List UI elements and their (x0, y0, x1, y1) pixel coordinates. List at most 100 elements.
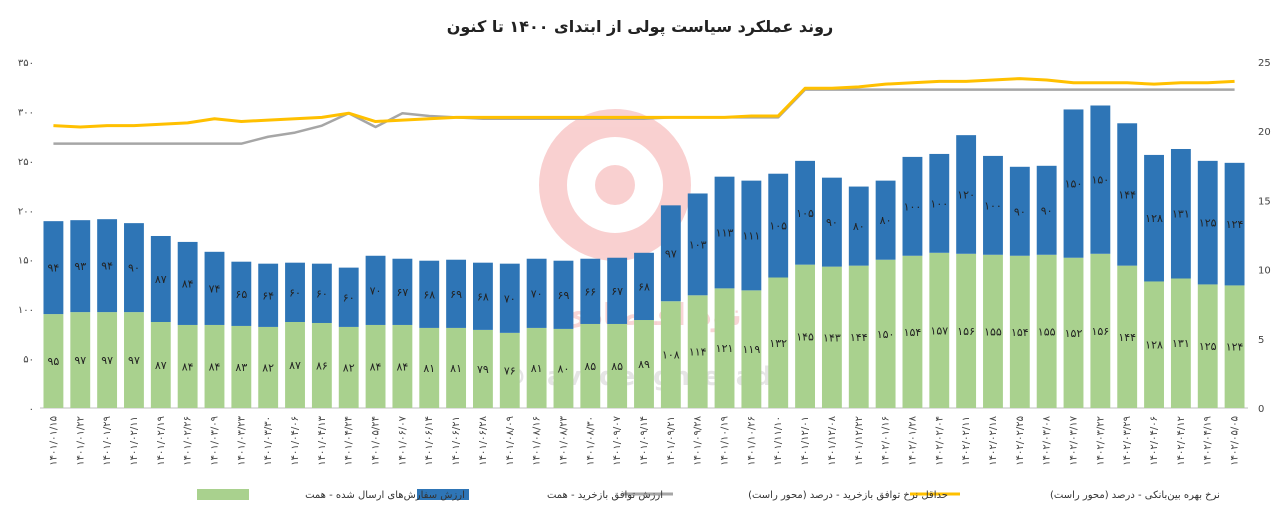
bar-repo-agreement (553, 260, 574, 329)
bar-orders-sent (124, 312, 144, 408)
y-right-tick-label: 25 (1258, 58, 1271, 69)
bar-repo-agreement (1170, 148, 1191, 279)
bar-orders-sent (714, 288, 735, 408)
bar-label-repo-agreement: ۹۷ (665, 247, 677, 260)
bar-repo-agreement (1063, 109, 1084, 258)
lines (53, 77, 1235, 145)
bar-label-repo-agreement: ۸۴ (182, 277, 194, 290)
bar-label-repo-agreement: ۱۲۴ (1226, 218, 1244, 231)
bar-orders-sent (446, 327, 467, 408)
bar-label-repo-agreement: ۷۰ (531, 287, 543, 300)
bar-label-orders-sent: ۸۴ (209, 360, 221, 373)
bar-label-repo-agreement: ۶۵ (235, 288, 247, 301)
bars (43, 105, 1245, 408)
bar-label-repo-agreement: ۸۰ (853, 220, 865, 233)
x-tick-label: ۱۴۰۱/۱۲/۰۸ (827, 415, 838, 465)
bar-repo-agreement (687, 193, 708, 296)
bar-label-orders-sent: ۱۳۲ (769, 337, 787, 350)
x-tick-label: ۱۴۰۲/۰۳/۱۷ (1069, 415, 1080, 465)
bar-label-orders-sent: ۱۴۴ (1118, 331, 1136, 344)
bar-label-repo-agreement: ۱۵۰ (1065, 178, 1083, 191)
y-right-tick-label: 10 (1258, 266, 1271, 277)
bar-orders-sent (258, 326, 279, 408)
bar-repo-agreement (660, 205, 681, 302)
x-tick-label: ۱۴۰۱/۰۸/۳۰ (585, 416, 596, 466)
x-tick-label: ۱۴۰۲/۰۴/۱۹ (1203, 416, 1214, 466)
bar-repo-agreement (795, 160, 815, 265)
bar-label-repo-agreement: ۱۰۵ (769, 220, 787, 233)
line-interbank-rate (53, 77, 1235, 129)
bar-label-orders-sent: ۸۱ (450, 362, 462, 375)
bar-label-repo-agreement: ۱۱۱ (743, 229, 761, 242)
bar-label-repo-agreement: ۶۰ (289, 286, 301, 299)
x-tick-label: ۱۴۰۱/۱۰/۱۹ (720, 416, 731, 466)
bar-orders-sent (983, 254, 1003, 408)
bar-label-orders-sent: ۸۲ (262, 361, 274, 374)
bar-label-repo-agreement: ۶۸ (477, 290, 489, 303)
bar-repo-agreement (1224, 162, 1245, 286)
bar-orders-sent (499, 332, 520, 408)
bar-label-repo-agreement: ۹۰ (1041, 204, 1053, 217)
bar-repo-agreement (204, 251, 225, 325)
bar-repo-agreement (741, 180, 762, 291)
bar-repo-agreement (338, 267, 359, 327)
x-tick-label: ۱۴۰۲/۰۴/۱۲ (1176, 416, 1187, 466)
x-tick-label: ۱۴۰۱/۰۸/۱۶ (532, 416, 543, 466)
x-tick-label: ۱۴۰۲/۰۱/۲۸ (907, 415, 918, 465)
bar-orders-sent (875, 259, 896, 408)
x-tick-label: ۱۴۰۲/۰۳/۲۲ (1095, 416, 1106, 466)
bar-label-repo-agreement: ۹۳ (74, 260, 86, 273)
y-left-tick-label: ۳۵۰ (18, 58, 34, 69)
x-tick-label: ۱۴۰۱/۱۰/۲۶ (746, 416, 757, 466)
x-tick-label: ۱۴۰۱/۰۹/۲۸ (693, 415, 704, 465)
bar-label-repo-agreement: ۱۰۰ (904, 200, 922, 213)
x-tick-label: ۱۴۰۲/۰۲/۲۵ (1015, 416, 1026, 466)
bar-label-orders-sent: ۷۶ (504, 364, 516, 377)
bar-label-orders-sent: ۸۴ (370, 360, 382, 373)
y-left-tick-label: ۵۰ (23, 355, 34, 366)
bar-orders-sent (634, 320, 654, 408)
legend-swatch (197, 489, 249, 500)
bar-label-orders-sent: ۱۱۴ (689, 346, 707, 359)
y-left-tick-label: ۰ (29, 404, 34, 415)
bar-orders-sent (285, 321, 305, 408)
x-tick-label: ۱۴۰۱/۰۳/۲۳ (236, 415, 247, 465)
y-left-tick-label: ۱۵۰ (18, 256, 34, 267)
y-left-tick-label: ۲۰۰ (18, 206, 34, 217)
x-axis-labels: ۱۴۰۱/۰۱/۱۵ ۱۴۰۱/۰۱/۲۲ ۱۴۰۱/۰۱/۲۹ ۱۴۰۱/۰۲/۱۱… (48, 415, 1240, 465)
bar-label-orders-sent: ۹۵ (48, 355, 60, 368)
bar-orders-sent (607, 323, 628, 408)
y-right-tick-label: 20 (1258, 127, 1271, 138)
bar-orders-sent (231, 325, 252, 408)
y-right-tick-label: 0 (1258, 404, 1264, 415)
bar-label-orders-sent: ۱۴۳ (823, 331, 841, 344)
x-tick-label: ۱۴۰۱/۰۳/۰۹ (209, 416, 220, 466)
bar-label-orders-sent: ۸۴ (182, 360, 194, 373)
x-tick-label: ۱۴۰۱/۰۵/۲۴ (371, 416, 382, 466)
bar-label-orders-sent: ۸۴ (396, 360, 408, 373)
x-tick-label: ۱۴۰۱/۰۸/۲۳ (558, 415, 569, 465)
x-tick-label: ۱۴۰۲/۰۲/۱۸ (988, 415, 999, 465)
x-tick-label: ۱۴۰۱/۱۲/۰۱ (800, 416, 811, 466)
bar-repo-agreement (956, 135, 977, 254)
bar-label-orders-sent: ۱۵۵ (1038, 325, 1056, 338)
bar-label-orders-sent: ۱۵۶ (957, 325, 975, 338)
legend: نرخ بهره بین‌بانکی - درصد (محور راست) حدا… (197, 489, 1220, 501)
y-left-tick-label: ۳۰۰ (18, 107, 34, 118)
bar-orders-sent (150, 321, 171, 408)
x-tick-label: ۱۴۰۱/۰۲/۱۱ (129, 416, 140, 466)
x-tick-label: ۱۴۰۱/۰۴/۲۴ (344, 416, 355, 466)
bar-label-orders-sent: ۱۳۱ (1172, 337, 1190, 350)
x-tick-label: ۱۴۰۱/۰۱/۲۲ (75, 416, 86, 466)
bar-orders-sent (1197, 284, 1218, 408)
bar-label-orders-sent: ۱۲۱ (716, 342, 734, 355)
bar-label-orders-sent: ۱۲۵ (1199, 340, 1217, 353)
bar-orders-sent (580, 323, 601, 408)
bar-label-orders-sent: ۱۵۴ (1011, 326, 1029, 339)
bar-label-orders-sent: ۱۵۵ (984, 325, 1002, 338)
bar-label-orders-sent: ۱۱۹ (743, 343, 761, 356)
bar-label-repo-agreement: ۶۹ (558, 289, 570, 302)
x-tick-label: ۱۴۰۱/۰۸/۰۹ (505, 416, 516, 466)
bar-orders-sent (821, 266, 842, 408)
